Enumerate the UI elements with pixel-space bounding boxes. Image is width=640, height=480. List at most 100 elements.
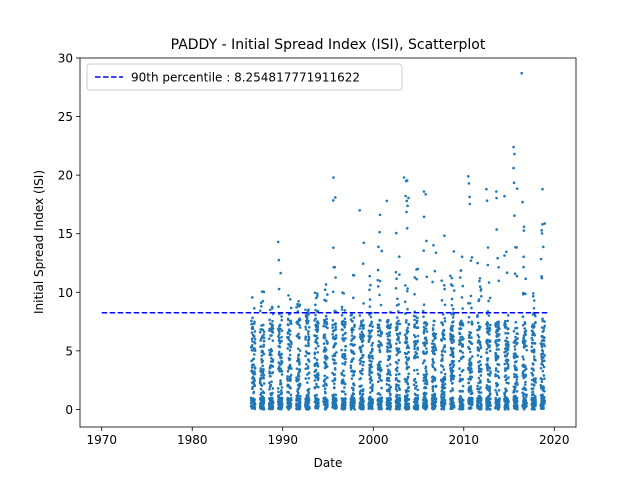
scatter-point: [450, 352, 454, 356]
scatter-point: [467, 315, 471, 319]
scatter-point: [341, 334, 345, 337]
scatter-point: [524, 277, 527, 281]
scatter-point: [261, 371, 264, 374]
scatter-point: [404, 284, 407, 287]
scatter-point: [513, 345, 517, 348]
scatter-point: [540, 229, 543, 232]
scatter-point: [368, 288, 371, 292]
scatter-point: [350, 358, 354, 361]
scatter-point: [296, 393, 299, 397]
scatter-point: [350, 377, 354, 380]
scatter-point: [485, 405, 489, 408]
scatter-point: [377, 245, 380, 249]
scatter-point: [532, 349, 536, 352]
scatter-point: [486, 367, 489, 370]
scatter-point: [359, 348, 363, 352]
scatter-point: [539, 342, 543, 345]
scatter-point: [343, 382, 347, 386]
scatter-point: [541, 223, 544, 226]
scatter-point: [543, 344, 546, 348]
scatter-point: [270, 334, 273, 337]
scatter-point: [314, 406, 318, 410]
scatter-point: [332, 386, 336, 390]
scatter-point: [395, 347, 398, 350]
scatter-point: [370, 344, 373, 347]
scatter-point: [458, 338, 461, 342]
scatter-point: [333, 367, 337, 370]
scatter-point: [306, 405, 310, 409]
scatter-point: [531, 373, 535, 377]
scatter-point: [332, 265, 335, 269]
scatter-point: [441, 334, 445, 337]
scatter-point: [523, 341, 526, 345]
scatter-point: [468, 202, 472, 206]
scatter-point: [423, 382, 427, 385]
scatter-point: [395, 316, 399, 319]
scatter-point: [344, 349, 347, 352]
scatter-point: [522, 334, 526, 338]
scatter-point: [496, 383, 500, 387]
scatter-point: [452, 338, 455, 342]
scatter-point: [278, 330, 281, 334]
scatter-point: [541, 317, 544, 321]
scatter-point: [334, 336, 338, 340]
scatter-point: [371, 341, 374, 345]
scatter-point: [497, 363, 501, 367]
scatter-point: [403, 300, 407, 304]
scatter-point: [386, 334, 390, 338]
scatter-point: [331, 319, 335, 322]
scatter-point: [488, 380, 491, 384]
scatter-point: [515, 390, 519, 393]
scatter-point: [388, 326, 391, 330]
scatter-point: [442, 407, 446, 411]
scatter-point: [262, 333, 266, 336]
scatter-point: [298, 317, 301, 321]
scatter-point: [250, 344, 254, 347]
scatter-point: [494, 367, 498, 370]
scatter-point: [461, 307, 464, 310]
scatter-point: [523, 327, 526, 330]
scatter-point: [451, 284, 454, 288]
scatter-point: [532, 299, 536, 302]
scatter-point: [406, 326, 410, 330]
scatter-point: [467, 182, 471, 185]
scatter-point: [368, 373, 371, 377]
scatter-point: [495, 228, 498, 231]
scatter-point: [317, 404, 320, 408]
scatter-point: [315, 373, 319, 376]
scatter-point: [531, 338, 534, 342]
scatter-point: [422, 190, 426, 193]
scatter-point: [376, 380, 380, 384]
y-axis-label: Initial Spread Index (ISI): [32, 170, 46, 314]
scatter-point: [359, 385, 362, 388]
scatter-point: [251, 376, 255, 379]
scatter-point: [434, 398, 438, 401]
scatter-point: [340, 355, 344, 358]
scatter-point: [503, 324, 506, 327]
scatter-point: [469, 361, 473, 365]
scatter-point: [416, 316, 419, 320]
scatter-point: [495, 334, 498, 338]
scatter-point: [333, 354, 337, 358]
scatter-point: [540, 276, 544, 280]
scatter-point: [494, 330, 498, 334]
scatter-point: [452, 374, 456, 378]
scatter-point: [386, 358, 390, 362]
scatter-point: [512, 181, 516, 185]
scatter-point: [252, 334, 256, 338]
scatter-point: [388, 386, 391, 390]
scatter-point: [522, 344, 526, 348]
scatter-point: [396, 366, 399, 369]
scatter-point: [287, 294, 290, 297]
scatter-point: [377, 366, 380, 370]
scatter-point: [331, 290, 335, 294]
scatter-point: [432, 332, 436, 335]
scatter-point: [323, 390, 327, 394]
scatter-point: [276, 240, 280, 244]
scatter-point: [522, 400, 526, 403]
scatter-point: [368, 398, 372, 402]
scatter-point: [306, 373, 309, 376]
scatter-point: [477, 364, 481, 368]
scatter-point: [385, 332, 389, 336]
scatter-point: [477, 348, 480, 352]
